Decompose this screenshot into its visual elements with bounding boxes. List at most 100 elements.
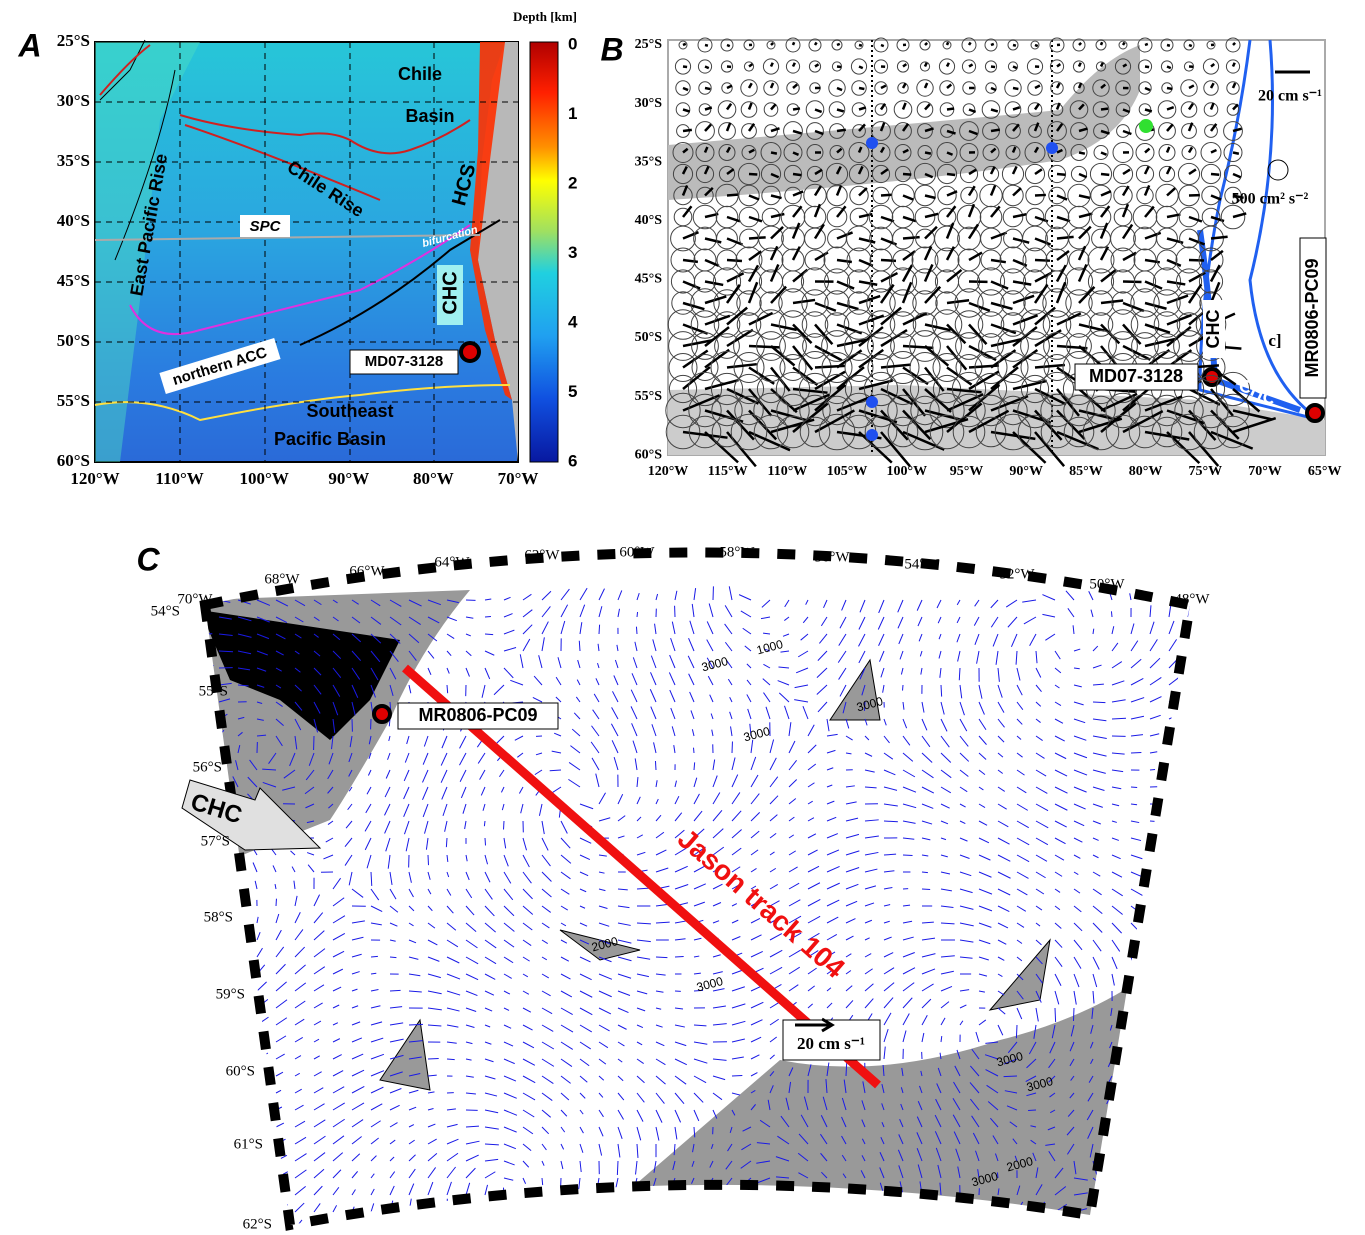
velocity-vector: [960, 1204, 961, 1212]
velocity-vector: [1163, 1042, 1169, 1054]
velocity-vector: [925, 43, 927, 45]
lat-label: 30°S: [635, 96, 663, 111]
velocity-vector: [551, 1229, 561, 1235]
velocity-vector: [1036, 1220, 1046, 1229]
velocity-vector: [200, 1108, 214, 1110]
lat-label: 40°S: [57, 211, 90, 230]
lon-label: 58°W: [719, 544, 755, 560]
velocity-vector: [793, 63, 795, 67]
annotation: 500 cm² s⁻²: [1232, 191, 1309, 208]
velocity-vector: [195, 859, 200, 872]
lon-label: 95°W: [950, 464, 984, 479]
velocity-vector: [633, 1212, 637, 1220]
lon-label: 68°W: [264, 571, 300, 587]
velocity-vector: [257, 1053, 268, 1059]
lat-label: 50°S: [635, 330, 663, 345]
velocity-vector: [200, 1178, 208, 1179]
velocity-vector: [554, 1212, 561, 1223]
velocity-vector: [257, 1107, 263, 1110]
velocity-vector: [1167, 67, 1171, 69]
velocity-vector: [1131, 1195, 1137, 1200]
velocity-vector: [257, 1125, 262, 1127]
lat-label: 55°S: [635, 389, 663, 404]
velocity-vector: [446, 838, 447, 847]
velocity-vector: [1129, 1127, 1131, 1141]
velocity-vector: [922, 1218, 925, 1229]
velocity-vector: [859, 88, 864, 89]
lon-label: 80°W: [413, 469, 454, 488]
velocity-vector: [884, 1215, 885, 1229]
velocity-vector: [922, 872, 928, 873]
velocity-vector: [1150, 957, 1152, 965]
velocity-vector: [427, 1215, 428, 1229]
velocity-vector: [534, 1212, 542, 1220]
velocity-vector: [1169, 785, 1179, 787]
velocity-vector: [1145, 1042, 1150, 1053]
velocity-vector: [941, 685, 942, 697]
velocity-vector: [1184, 1076, 1188, 1087]
velocity-vector: [1126, 1076, 1131, 1088]
velocity-vector: [463, 1220, 466, 1229]
velocity-vector: [200, 1055, 212, 1059]
velocity-vector: [1035, 195, 1046, 196]
velocity-vector: [200, 666, 214, 668]
velocity-vector: [371, 1218, 372, 1229]
lon-label: 52°W: [999, 566, 1035, 582]
lat-label: 55°S: [199, 683, 228, 699]
velocity-vector: [1188, 767, 1199, 770]
velocity-vector: [1112, 1212, 1120, 1214]
velocity-vector: [200, 968, 204, 974]
velocity-vector: [1188, 784, 1200, 787]
velocity-vector: [749, 346, 779, 347]
annotation: MD07-3128: [365, 353, 443, 370]
lon-label: 110°W: [155, 469, 203, 488]
velocity-vector: [902, 1198, 903, 1212]
velocity-vector: [903, 174, 911, 175]
velocity-vector: [238, 935, 239, 940]
lon-label: 70°W: [1248, 464, 1282, 479]
velocity-vector: [200, 1090, 214, 1093]
velocity-vector: [1035, 45, 1038, 46]
velocity-vector: [1112, 1161, 1116, 1174]
velocity-vector: [613, 1229, 618, 1235]
velocity-vector: [1169, 1195, 1175, 1201]
velocity-vector: [238, 1053, 250, 1059]
velocity-vector: [530, 1229, 542, 1234]
velocity-vector: [741, 1195, 751, 1205]
velocity-vector: [689, 1229, 694, 1235]
velocity-vector: [1112, 1229, 1118, 1230]
velocity-vector: [1169, 957, 1170, 962]
velocity-vector: [882, 1198, 884, 1212]
velocity-vector: [1169, 872, 1182, 874]
velocity-vector: [200, 1195, 205, 1196]
velocity-vector: [708, 1229, 713, 1235]
velocity-vector: [1150, 1178, 1154, 1183]
lon-label: 110°W: [767, 464, 807, 479]
lat-label: 62°S: [243, 1216, 272, 1232]
velocity-vector: [195, 827, 200, 838]
velocity-vector: [1150, 769, 1155, 770]
velocity-vector: [1169, 923, 1176, 929]
velocity-vector: [1187, 1110, 1188, 1119]
velocity-vector: [238, 1089, 249, 1093]
velocity-vector: [837, 130, 846, 131]
velocity-vector: [572, 1229, 580, 1235]
velocity-vector: [1150, 1195, 1154, 1199]
lat-label: 58°S: [204, 909, 233, 925]
velocity-vector: [947, 42, 948, 45]
annotation: Basin: [405, 106, 454, 126]
velocity-vector: [1169, 906, 1179, 911]
velocity-vector: [257, 1158, 266, 1161]
velocity-vector: [482, 1204, 485, 1212]
velocity-vector: [238, 1193, 249, 1195]
lat-label: 25°S: [635, 37, 663, 52]
colorbar-tick: 2: [568, 173, 577, 192]
velocity-vector: [1188, 698, 1194, 702]
velocity-vector: [725, 1212, 732, 1224]
velocity-vector: [745, 1229, 751, 1235]
panel-label: A: [17, 27, 41, 63]
velocity-vector: [690, 1212, 694, 1221]
velocity-vector: [238, 916, 239, 923]
velocity-vector: [1150, 1144, 1151, 1155]
velocity-vector: [1111, 611, 1112, 617]
